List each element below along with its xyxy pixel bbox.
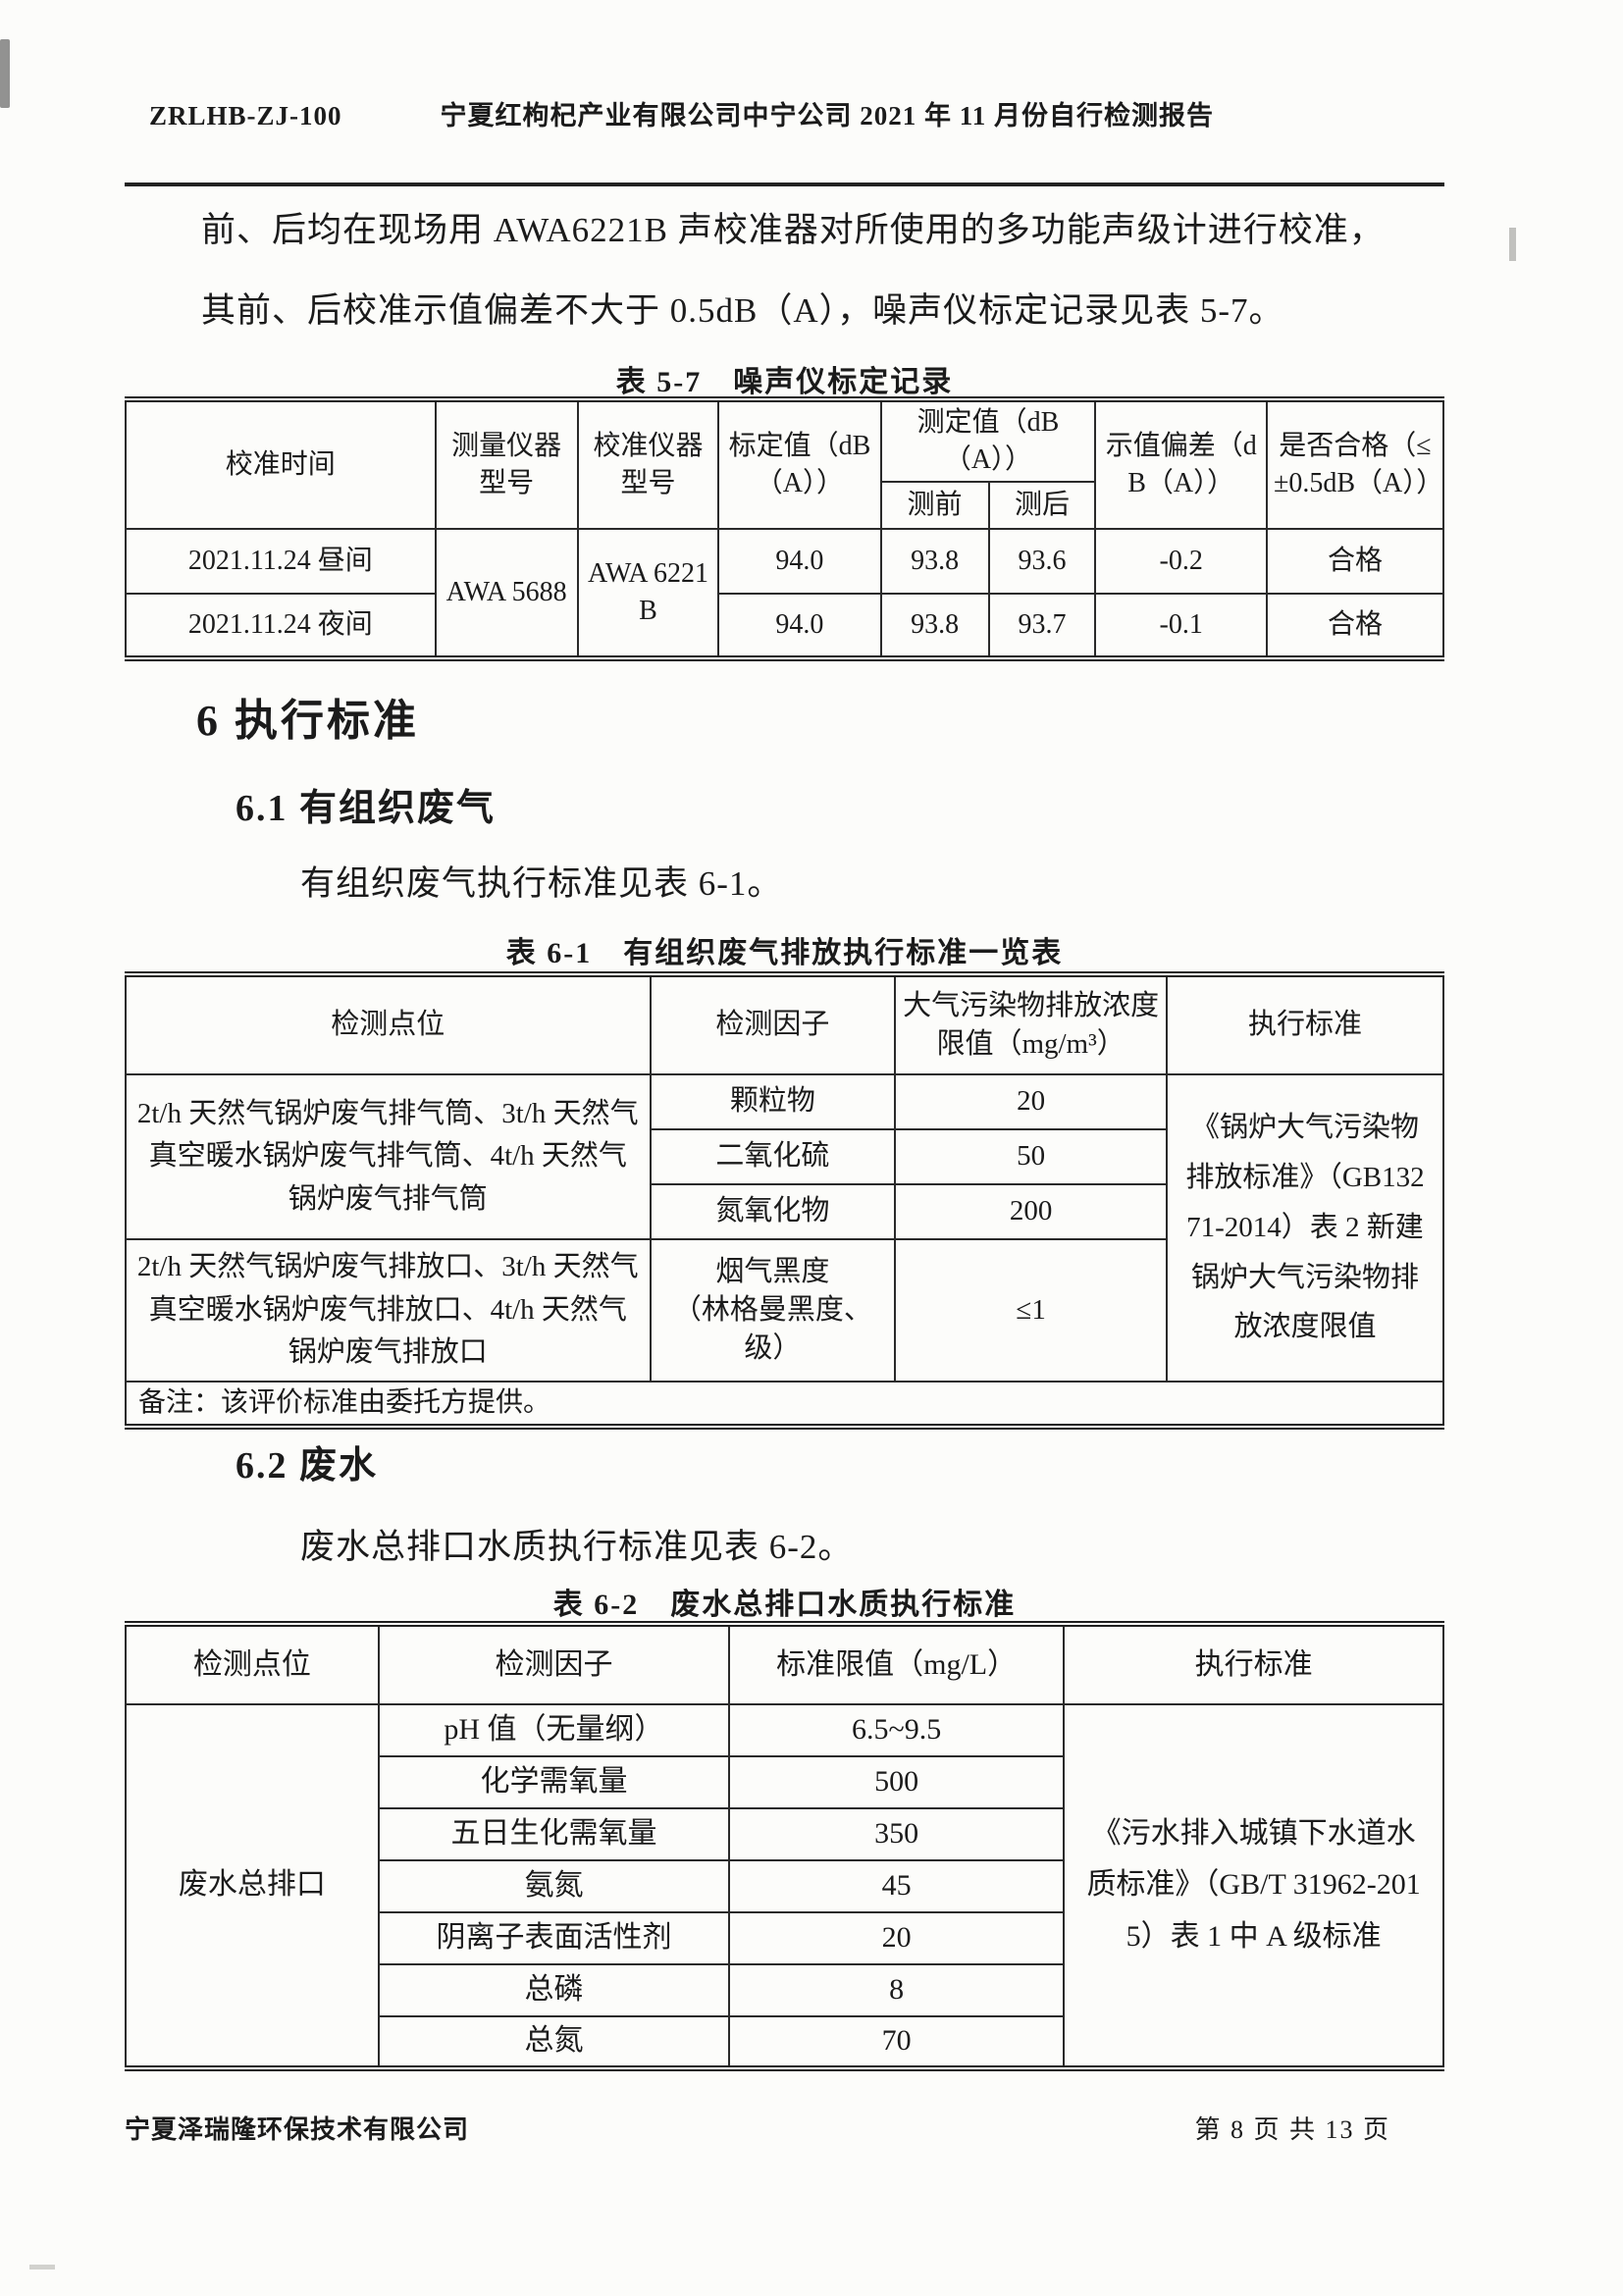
section-6-1-heading: 6.1 有组织废气: [236, 788, 497, 829]
t57-cell-result: 合格: [1265, 527, 1445, 595]
table-6-2: 检测点位 检测因子 标准限值（mg/L） 执行标准 废水总排口 pH 值（无量纲…: [125, 1621, 1444, 2071]
t61-cell-limit: 20: [894, 1073, 1168, 1130]
table-6-2-caption: 表 6-2 废水总排口水质执行标准: [552, 1589, 1017, 1621]
table-row-note: 备注：该评价标准由委托方提供。: [125, 1380, 1444, 1428]
table-row: 化学需氧量 500: [126, 1755, 1443, 1809]
t61-cell-point-group2: 2t/h 天然气锅炉废气排放口、3t/h 天然气真空暖水锅炉废气排放口、4t/h…: [125, 1238, 652, 1383]
t62-cell-factor: pH 值（无量纲）: [377, 1703, 731, 1757]
t61-header-standard: 执行标准: [1165, 973, 1445, 1075]
t62-cell-factor: 氨氮: [377, 1859, 731, 1913]
table-row: 二氧化硫 50: [126, 1128, 1443, 1185]
table-row: 阴离子表面活性剂 20: [126, 1911, 1443, 1965]
t62-cell-limit: 20: [728, 1911, 1066, 1965]
t57-header-calibrator: 校准仪器型号: [576, 398, 720, 530]
t57-cell-time: 2021.11.24 昼间: [125, 527, 437, 595]
table-row: 氨氮 45: [126, 1859, 1443, 1913]
t61-factor-smoke-line2: （林格曼黑度、级）: [672, 1293, 872, 1364]
t62-cell-point: 废水总排口: [125, 1703, 380, 2069]
t61-cell-factor: 二氧化硫: [649, 1128, 897, 1185]
table-row: 氮氧化物 200: [126, 1183, 1443, 1240]
t57-cell-after: 93.6: [987, 527, 1097, 595]
t62-cell-limit: 45: [728, 1859, 1066, 1913]
t57-header-measured-value: 测定值（dB（A））: [879, 398, 1097, 483]
t57-cell-result: 合格: [1265, 592, 1445, 659]
section-6-2-heading: 6.2 废水: [236, 1445, 379, 1487]
t62-cell-factor: 化学需氧量: [377, 1755, 731, 1809]
t57-cell-calibrator-model: AWA 6221B: [576, 527, 720, 659]
t57-cell-deviation: -0.2: [1094, 527, 1268, 595]
table-5-7-caption: 表 5-7 噪声仪标定记录: [615, 366, 954, 398]
footer-page-number: 第 8 页 共 13 页: [1194, 2115, 1390, 2144]
t62-header-standard: 执行标准: [1063, 1623, 1444, 1705]
header-divider: [125, 183, 1444, 186]
t57-header-standard-value: 标定值（dB（A））: [717, 398, 882, 530]
t57-header-pass: 是否合格（≤±0.5dB（A））: [1265, 398, 1445, 530]
table-row: 2021.11.24 昼间 AWA 5688 AWA 6221B 94.0 93…: [125, 527, 1445, 659]
doc-code: ZRLHB-ZJ-100: [149, 101, 342, 130]
t61-cell-standard: 《锅炉大气污染物排放标准》（GB13271-2014）表 2 新建锅炉大气污染物…: [1165, 1073, 1445, 1383]
t57-cell-meter-model: AWA 5688: [434, 527, 579, 659]
t61-factor-smoke-line1: 烟气黑度: [715, 1255, 830, 1287]
t57-header-time: 校准时间: [125, 398, 437, 530]
t62-cell-factor: 五日生化需氧量: [377, 1807, 731, 1861]
table-row: 2021.11.24 夜间 94.0 93.8 93.7 -0.1 合格: [125, 592, 1445, 659]
t57-header-before: 测前: [879, 480, 990, 530]
paragraph-line-1: 前、后均在现场用 AWA6221B 声校准器对所使用的多功能声级计进行校准，: [201, 211, 1385, 249]
t61-header-factor: 检测因子: [649, 973, 897, 1075]
t62-cell-limit: 70: [728, 2015, 1066, 2069]
t61-cell-factor: 氮氧化物: [649, 1183, 897, 1240]
section-6-heading: 6 执行标准: [196, 697, 419, 745]
t62-cell-limit: 350: [728, 1807, 1066, 1861]
t61-header-point: 检测点位: [125, 973, 652, 1075]
t57-header-deviation: 示值偏差（dB（A））: [1094, 398, 1268, 530]
t61-cell-limit: 50: [894, 1128, 1168, 1185]
t61-cell-limit: 200: [894, 1183, 1168, 1240]
paragraph-line-2: 其前、后校准示值偏差不大于 0.5dB（A），噪声仪标定记录见表 5-7。: [201, 291, 1284, 330]
footer-company: 宁夏泽瑞隆环保技术有限公司: [125, 2115, 470, 2144]
t62-header-point: 检测点位: [125, 1623, 380, 1705]
table-6-1-caption: 表 6-1 有组织废气排放执行标准一览表: [505, 937, 1064, 969]
t61-cell-factor-smoke: 烟气黑度 （林格曼黑度、级）: [649, 1238, 897, 1383]
t62-cell-factor: 总氮: [377, 2015, 731, 2069]
t61-note: 备注：该评价标准由委托方提供。: [125, 1380, 1444, 1428]
t57-cell-standard: 94.0: [717, 527, 882, 595]
t57-cell-before: 93.8: [879, 527, 990, 595]
t57-cell-standard: 94.0: [717, 592, 882, 659]
t62-header-limit: 标准限值（mg/L）: [728, 1623, 1066, 1705]
table-row: 总氮 70: [126, 2015, 1443, 2069]
section-6-2-intro: 废水总排口水质执行标准见表 6-2。: [300, 1528, 854, 1566]
t62-cell-factor: 总磷: [377, 1963, 731, 2017]
t62-header-factor: 检测因子: [377, 1623, 731, 1705]
table-row: 废水总排口 pH 值（无量纲） 6.5~9.5 《污水排入城镇下水道水质标准》（…: [125, 1703, 1444, 2069]
t62-cell-limit: 8: [728, 1963, 1066, 2017]
t57-cell-deviation: -0.1: [1094, 592, 1268, 659]
t61-header-limit: 大气污染物排放浓度限值（mg/m³）: [894, 973, 1168, 1075]
scan-artifact: [29, 2265, 55, 2270]
t57-cell-time: 2021.11.24 夜间: [125, 592, 437, 659]
t61-cell-limit: ≤1: [894, 1238, 1168, 1383]
t62-cell-limit: 6.5~9.5: [728, 1703, 1066, 1757]
doc-title: 宁夏红枸杞产业有限公司中宁公司 2021 年 11 月份自行检测报告: [440, 101, 1215, 130]
table-row: 2t/h 天然气锅炉废气排放口、3t/h 天然气真空暖水锅炉废气排放口、4t/h…: [125, 1238, 1443, 1383]
t57-header-meter: 测量仪器型号: [434, 398, 579, 530]
page-header: ZRLHB-ZJ-100 宁夏红枸杞产业有限公司中宁公司 2021 年 11 月…: [125, 94, 1444, 132]
scan-artifact: [0, 39, 10, 108]
table-row: 2t/h 天然气锅炉废气排气筒、3t/h 天然气真空暖水锅炉废气排气筒、4t/h…: [125, 1073, 1445, 1383]
table-6-1: 检测点位 检测因子 大气污染物排放浓度限值（mg/m³） 执行标准 2t/h 天…: [125, 971, 1445, 1430]
t61-cell-point-group1: 2t/h 天然气锅炉废气排气筒、3t/h 天然气真空暖水锅炉废气排气筒、4t/h…: [125, 1073, 652, 1240]
t61-cell-factor: 颗粒物: [649, 1073, 897, 1130]
t62-cell-standard: 《污水排入城镇下水道水质标准》（GB/T 31962-2015）表 1 中 A …: [1063, 1703, 1444, 2069]
t62-cell-factor: 阴离子表面活性剂: [377, 1911, 731, 1965]
table-row: 总磷 8: [126, 1963, 1443, 2017]
t57-cell-after: 93.7: [987, 592, 1097, 659]
t62-cell-limit: 500: [728, 1755, 1066, 1809]
t57-cell-before: 93.8: [879, 592, 990, 659]
section-6-1-intro: 有组织废气执行标准见表 6-1。: [300, 864, 783, 903]
table-row: 五日生化需氧量 350: [126, 1807, 1443, 1861]
table-5-7: 校准时间 测量仪器型号 校准仪器型号 标定值（dB（A）） 测定值（dB（A））…: [125, 396, 1445, 661]
scan-artifact: [1509, 228, 1516, 261]
t57-header-after: 测后: [987, 480, 1097, 530]
page-footer: 宁夏泽瑞隆环保技术有限公司 第 8 页 共 13 页: [125, 2110, 1444, 2146]
